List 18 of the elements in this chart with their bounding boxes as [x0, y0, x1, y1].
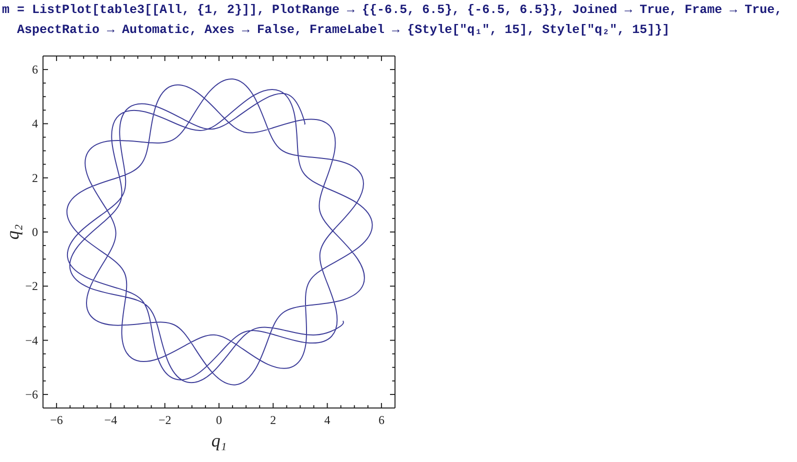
y-tick-label: 2 [32, 170, 38, 185]
x-tick-label: 0 [216, 413, 222, 427]
x-tick-label: 2 [270, 413, 276, 427]
y-tick-label: −4 [25, 333, 38, 348]
y-tick-label: −6 [25, 387, 38, 402]
y-axis-title: q₂ [2, 224, 24, 240]
y-tick-label: −2 [25, 279, 38, 294]
x-tick-label: 4 [324, 413, 330, 427]
y-tick-label: 0 [32, 225, 38, 239]
x-tick-label: −6 [50, 413, 63, 427]
text: m = ListPlot[table3[[All, {1, 2}]], PlotRange → {{-6.5, 6.5}, {-6.5, 6.5}}, Joined → True, Frame → True, AspectRatio → Automatic, Axes → False, FrameLabel → {Style["q₁", 15], Style["q₂", 15]}] [1, 2, 784, 39]
x-tick-label: −4 [104, 413, 118, 427]
x-tick-label: 6 [378, 413, 384, 427]
line-series [66, 78, 373, 386]
y-tick-label: 4 [32, 116, 38, 131]
x-axis-title: q₁ [211, 430, 227, 452]
y-tick-label: 6 [32, 62, 38, 77]
x-tick-label: −2 [158, 413, 172, 427]
